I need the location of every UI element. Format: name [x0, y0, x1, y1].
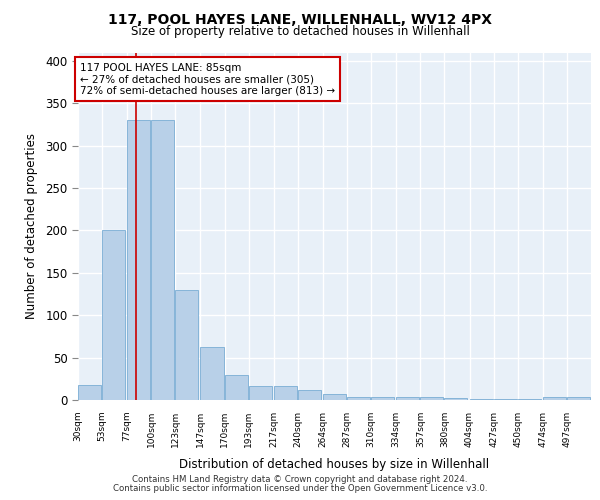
Text: Size of property relative to detached houses in Willenhall: Size of property relative to detached ho… [131, 25, 469, 38]
Bar [127, 120, 150, 400]
Bar [102, 230, 125, 400]
Bar [78, 384, 101, 400]
Bar [396, 398, 419, 400]
Bar [175, 290, 199, 400]
Text: 117, POOL HAYES LANE, WILLENHALL, WV12 4PX: 117, POOL HAYES LANE, WILLENHALL, WV12 4… [108, 12, 492, 26]
Bar [518, 399, 541, 400]
Bar [248, 386, 272, 400]
Text: 117 POOL HAYES LANE: 85sqm
← 27% of detached houses are smaller (305)
72% of sem: 117 POOL HAYES LANE: 85sqm ← 27% of deta… [80, 62, 335, 96]
Bar [200, 348, 224, 400]
Bar [470, 399, 493, 400]
Y-axis label: Number of detached properties: Number of detached properties [25, 133, 38, 320]
Bar [421, 398, 443, 400]
Bar [347, 396, 370, 400]
Text: Contains HM Land Registry data © Crown copyright and database right 2024.: Contains HM Land Registry data © Crown c… [132, 475, 468, 484]
Bar [445, 398, 467, 400]
Bar [224, 376, 248, 400]
Bar [567, 396, 590, 400]
Bar [494, 399, 517, 400]
Bar [298, 390, 321, 400]
Bar [274, 386, 297, 400]
Text: Contains public sector information licensed under the Open Government Licence v3: Contains public sector information licen… [113, 484, 487, 493]
Bar [371, 396, 394, 400]
Bar [323, 394, 346, 400]
Bar [151, 120, 175, 400]
X-axis label: Distribution of detached houses by size in Willenhall: Distribution of detached houses by size … [179, 458, 490, 471]
Bar [543, 396, 566, 400]
